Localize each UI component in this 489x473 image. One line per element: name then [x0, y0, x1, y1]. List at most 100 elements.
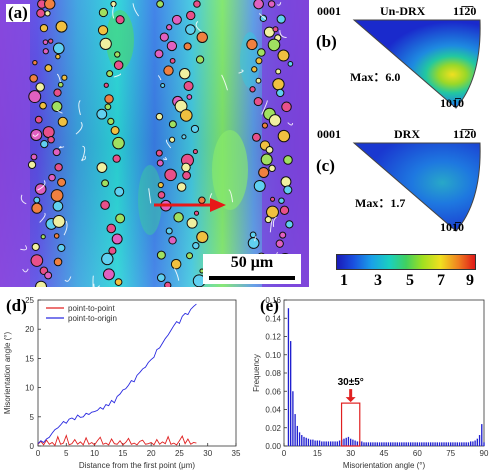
bar: [303, 436, 305, 446]
drx-grain: [42, 126, 55, 139]
boundary-line: [39, 212, 46, 223]
drx-grain: [55, 20, 68, 33]
y-tick-label: 0.06: [265, 387, 281, 396]
drx-grain: [106, 70, 114, 78]
boundary-line: [221, 74, 228, 91]
series-line-point-to-origin: [37, 303, 197, 444]
ipf-top-title: Un-DRX: [380, 4, 426, 18]
drx-grain: [169, 57, 176, 64]
drx-grain: [57, 177, 67, 187]
drx-grain: [27, 160, 37, 169]
boundary-line: [93, 283, 101, 287]
bar: [447, 442, 450, 446]
bar: [347, 436, 350, 446]
drx-grain: [51, 101, 63, 112]
y-tick-label: 0: [30, 442, 35, 451]
ipf-bottom-figure: [352, 142, 481, 232]
drx-grain: [115, 213, 126, 224]
drx-grain: [253, 179, 266, 192]
drx-grain: [181, 162, 191, 173]
drx-grain: [160, 82, 166, 88]
bar: [352, 439, 354, 446]
plot-frame: [37, 299, 237, 447]
drx-grain: [164, 168, 177, 182]
y-tick-label: 0.08: [265, 369, 281, 378]
boundary-line: [112, 5, 115, 19]
bar: [478, 435, 481, 446]
drx-grain: [106, 223, 117, 234]
bar: [310, 439, 312, 446]
drx-grain: [157, 181, 164, 189]
drx-grain: [96, 162, 108, 173]
drx-grain: [31, 202, 43, 214]
drx-grain: [251, 66, 258, 73]
drx-grain: [252, 132, 261, 142]
colorbar-tick: 1: [340, 272, 348, 289]
bar: [294, 414, 296, 446]
drx-grain: [156, 0, 165, 8]
drx-grain: [165, 227, 173, 235]
drx-grain: [114, 278, 123, 286]
drx-grain: [28, 90, 42, 104]
drx-grain: [280, 176, 292, 188]
drx-grain: [42, 39, 49, 45]
bar: [332, 441, 334, 446]
panel-label-a: (a): [6, 3, 30, 22]
drx-grain: [166, 24, 173, 31]
boundary-line: [174, 268, 180, 281]
bar: [483, 442, 485, 446]
bar: [458, 442, 461, 446]
bar: [372, 442, 374, 446]
drx-grain: [171, 14, 182, 25]
drx-grain: [30, 153, 38, 161]
drx-grain: [101, 179, 109, 188]
bar: [416, 442, 418, 446]
drx-grain: [35, 82, 45, 92]
drx-grain: [52, 42, 65, 55]
boundary-line: [258, 13, 267, 20]
bar: [298, 432, 301, 446]
boundary-line: [63, 220, 68, 236]
boundary-line: [165, 139, 172, 149]
drx-grain: [258, 166, 270, 178]
drx-grain: [44, 64, 53, 72]
drx-grain: [164, 281, 172, 287]
drx-grain: [263, 26, 275, 38]
panel-label-d: (d): [6, 296, 27, 315]
bar: [474, 440, 476, 446]
drx-grain: [98, 7, 109, 18]
boundary-line: [276, 2, 282, 6]
drx-grain: [44, 271, 53, 280]
drx-grain: [268, 164, 276, 173]
drx-grain: [104, 103, 112, 111]
drx-grain: [114, 186, 125, 197]
ipf-bottom-right-corner: 11̅2̅0: [453, 127, 477, 141]
boundary-line: [78, 100, 81, 116]
drx-grain: [278, 197, 285, 204]
x-tick-label: 35: [232, 449, 241, 458]
drx-grain: [163, 65, 174, 76]
x-tick-label: 15: [118, 449, 127, 458]
drx-grain: [185, 24, 196, 35]
bar: [394, 442, 396, 446]
drx-grain: [279, 205, 290, 215]
bar: [354, 440, 356, 446]
boundary-line: [162, 157, 168, 161]
bar: [334, 441, 336, 446]
colorbar-ticks: 1 3 5 7 9: [336, 272, 476, 290]
boundary-line: [37, 180, 46, 191]
bar: [418, 442, 421, 446]
ipf-top-left-corner: 0001: [317, 4, 341, 18]
drx-grain: [114, 51, 121, 58]
drx-grain: [267, 0, 276, 8]
bar: [405, 442, 407, 446]
drx-grain: [283, 155, 293, 165]
drx-grain: [246, 38, 258, 51]
bar: [330, 441, 332, 446]
drx-grain: [108, 246, 117, 255]
drx-grain: [30, 128, 43, 142]
drx-grain: [61, 74, 68, 81]
ebsd-map: [0, 0, 309, 287]
drx-grain: [179, 68, 191, 80]
drx-grain: [190, 124, 200, 134]
